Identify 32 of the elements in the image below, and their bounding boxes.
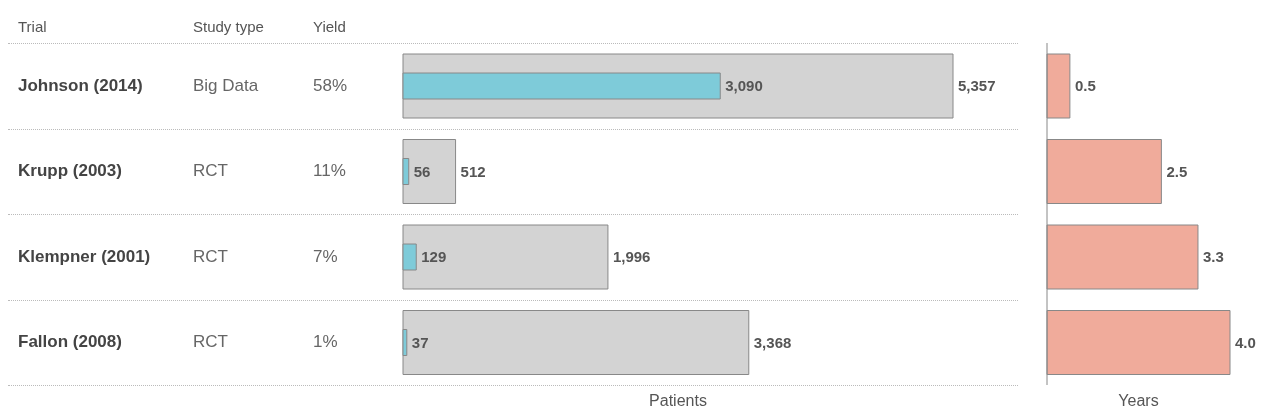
data-label: 4.0 <box>1235 333 1256 351</box>
text: RCT <box>193 161 228 182</box>
data-label: 2.5 <box>1166 162 1188 180</box>
data-label: 3,090 <box>725 77 763 95</box>
bar <box>402 224 609 290</box>
x-axis-title: Patients <box>648 392 708 410</box>
bar <box>402 139 457 204</box>
bar <box>402 310 750 375</box>
y-tick-label: Krupp (2003) <box>18 161 122 181</box>
y-tick-label: Johnson (2014) <box>18 75 143 95</box>
y-axis-title: Trial <box>18 18 47 35</box>
text: RCT <box>193 332 228 353</box>
x-axis-title: Years <box>1117 392 1160 410</box>
text: Big Data <box>193 75 259 96</box>
text: RCT <box>193 246 228 267</box>
data-label: 56 <box>413 162 431 180</box>
data-label: 129 <box>421 248 447 266</box>
text: 11% <box>313 161 346 182</box>
data-label: 5,357 <box>958 77 996 95</box>
y-tick-label: Klempner (2001) <box>18 246 151 266</box>
text: Study type <box>193 18 264 35</box>
data-label: 512 <box>460 162 486 180</box>
text: 1% <box>313 332 338 353</box>
text: 7% <box>313 246 338 267</box>
data-label: 3.3 <box>1202 248 1224 266</box>
text: Yield <box>313 18 346 35</box>
data-label: 1,996 <box>612 248 651 266</box>
data-label: 37 <box>411 333 429 351</box>
data-label: 3,368 <box>753 333 792 351</box>
y-tick-label: Fallon (2008) <box>18 332 122 352</box>
text: 58% <box>313 75 348 96</box>
data-label: 0.5 <box>1074 77 1096 95</box>
